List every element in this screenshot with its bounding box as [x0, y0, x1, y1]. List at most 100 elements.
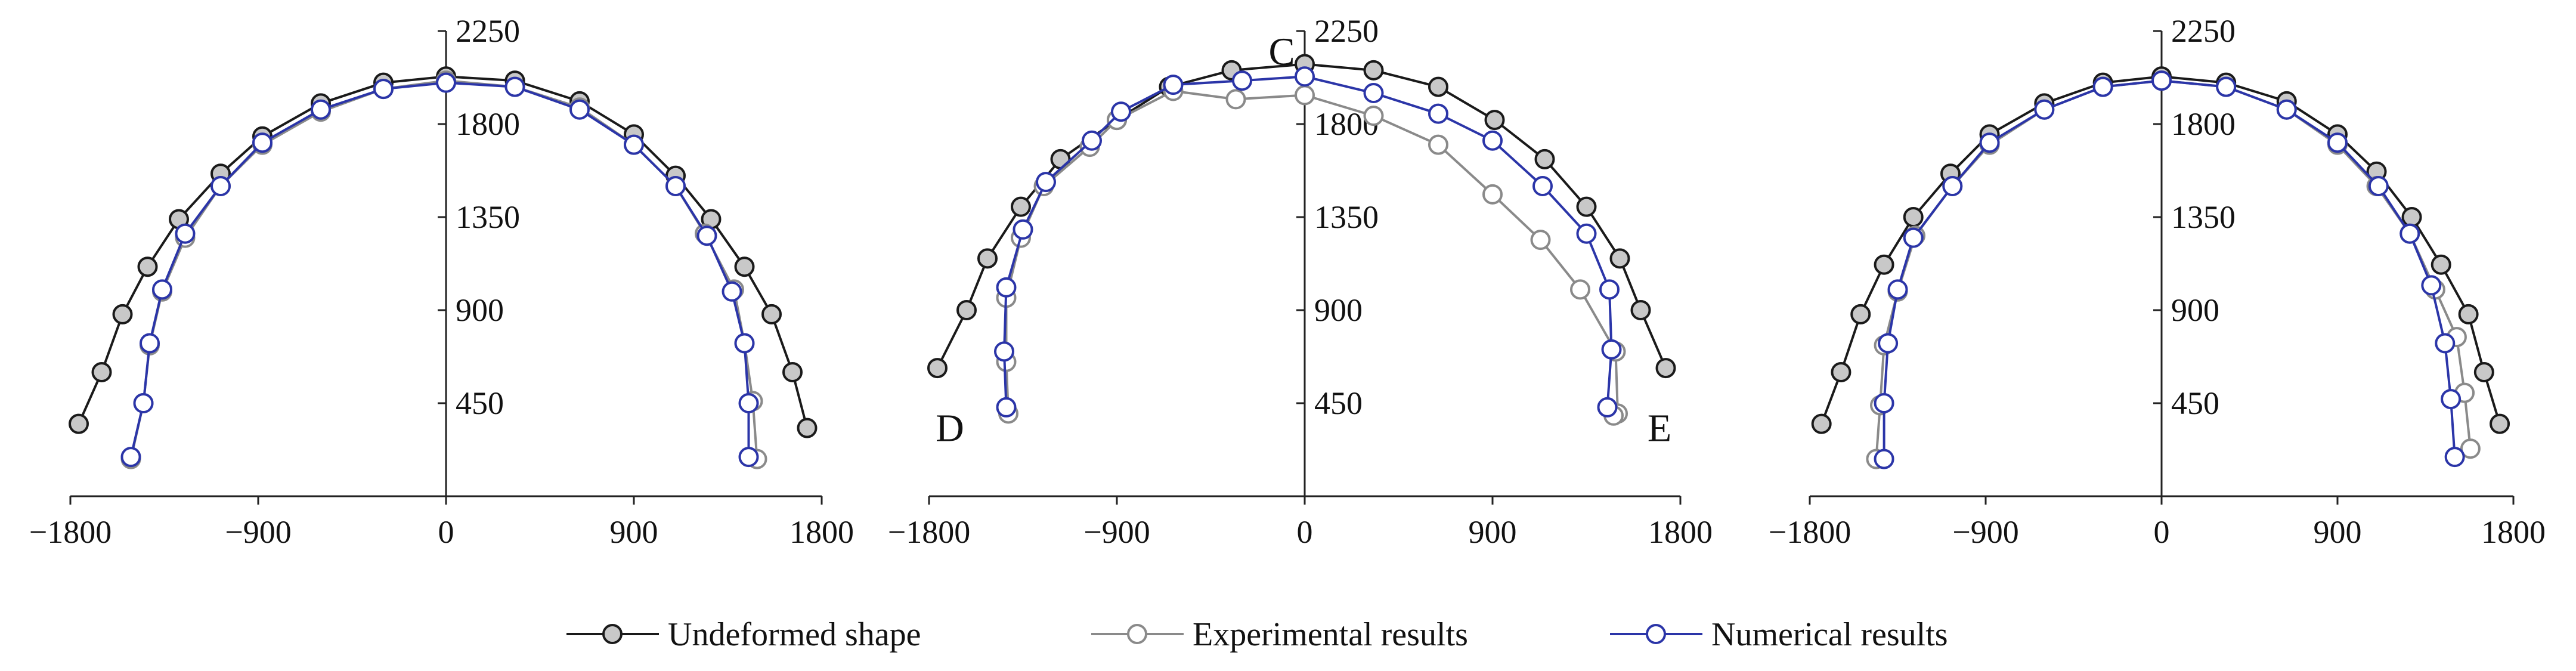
- data-point-numerical-results: [133, 393, 154, 413]
- data-point-undeformed-shape: [927, 358, 948, 379]
- x-tick-label: −900: [1083, 514, 1150, 550]
- data-point-numerical-results: [1979, 132, 2000, 153]
- chart-panel-1: −1800 −900 0 900 1800 450 900 1350 1800 2250: [29, 13, 854, 550]
- data-point-undeformed-shape: [2401, 207, 2422, 227]
- series-numerical-results: [1874, 70, 2465, 469]
- x-tick-label: 0: [2154, 514, 2170, 550]
- data-point-numerical-results: [120, 447, 141, 468]
- data-point-numerical-results: [696, 225, 717, 246]
- data-point-undeformed-shape: [69, 413, 89, 434]
- y-tick-label: 1800: [456, 106, 520, 142]
- data-point-numerical-results: [2034, 99, 2055, 120]
- data-point-numerical-results: [1887, 279, 1908, 300]
- data-point-experimental-results: [1295, 85, 1315, 106]
- data-point-experimental-results: [1570, 279, 1590, 300]
- data-point-undeformed-shape: [2473, 362, 2494, 382]
- data-point-undeformed-shape: [1874, 254, 1894, 275]
- series-line-numerical-results: [1003, 75, 1613, 408]
- x-tick-label: −1800: [888, 514, 970, 550]
- data-point-numerical-results: [996, 277, 1017, 298]
- data-point-undeformed-shape: [1655, 358, 1676, 379]
- x-tick-label: −900: [225, 514, 291, 550]
- chart-panels: −1800 −900 0 900 1800 450 900 1350 1800 2250 −1800…: [29, 13, 2546, 550]
- series-undeformed-shape: [69, 66, 818, 438]
- y-tick-label: 900: [456, 292, 504, 328]
- series-numerical-results: [994, 66, 1622, 418]
- legend: Undeformed shape Experimental results Nu…: [566, 616, 1948, 653]
- data-point-undeformed-shape: [761, 304, 782, 324]
- data-point-numerical-results: [1111, 101, 1131, 122]
- y-tick-label: 450: [2171, 385, 2219, 421]
- x-tick-label: 1800: [789, 514, 854, 550]
- data-point-numerical-results: [1532, 176, 1553, 196]
- y-tick-label: 900: [1314, 292, 1363, 328]
- data-point-numerical-results: [1601, 339, 1622, 360]
- legend-swatch-undeformed-marker: [602, 624, 623, 644]
- data-point-numerical-results: [2327, 132, 2348, 153]
- data-point-numerical-results: [1428, 103, 1448, 124]
- data-point-numerical-results: [2216, 76, 2237, 97]
- data-point-numerical-results: [1363, 83, 1384, 103]
- data-point-experimental-results: [2460, 438, 2481, 459]
- series-numerical-results: [120, 72, 759, 468]
- y-tick-label: 1350: [2171, 199, 2236, 235]
- y-tick-label: 450: [1314, 385, 1363, 421]
- data-point-numerical-results: [738, 447, 759, 468]
- data-point-undeformed-shape: [977, 248, 998, 269]
- point-label-d: D: [936, 407, 964, 450]
- data-point-numerical-results: [2441, 389, 2462, 410]
- series-line-undeformed-shape: [78, 75, 809, 429]
- data-point-numerical-results: [1874, 393, 1894, 413]
- data-point-undeformed-shape: [1811, 413, 1832, 434]
- data-point-undeformed-shape: [956, 300, 977, 320]
- data-point-undeformed-shape: [2431, 254, 2451, 275]
- y-tick-label: 2250: [456, 13, 520, 49]
- x-tick-label: −900: [1952, 514, 2018, 550]
- chart-panel-3: −1800 −900 0 900 1800 450 900 1350 1800 2250: [1769, 13, 2546, 550]
- data-point-numerical-results: [140, 333, 160, 354]
- data-point-numerical-results: [996, 397, 1017, 418]
- data-point-undeformed-shape: [137, 256, 158, 277]
- series-line-undeformed-shape: [1820, 75, 2501, 425]
- data-point-experimental-results: [1428, 134, 1448, 155]
- data-point-numerical-results: [569, 99, 590, 120]
- data-point-numerical-results: [1599, 279, 1620, 300]
- data-point-numerical-results: [311, 99, 331, 120]
- x-tick-label: −1800: [29, 514, 112, 550]
- data-point-numerical-results: [2444, 447, 2465, 468]
- data-point-numerical-results: [210, 176, 231, 196]
- legend-entry-experimental: Experimental results: [1091, 616, 1468, 653]
- data-point-numerical-results: [1482, 130, 1503, 151]
- data-point-undeformed-shape: [1903, 207, 1924, 227]
- data-point-numerical-results: [1232, 70, 1252, 91]
- data-point-numerical-results: [504, 76, 525, 97]
- data-point-numerical-results: [2421, 275, 2442, 296]
- legend-entry-undeformed: Undeformed shape: [566, 616, 921, 653]
- data-point-numerical-results: [2276, 99, 2297, 120]
- data-point-undeformed-shape: [2458, 304, 2479, 324]
- x-tick-label: 1800: [1648, 514, 1713, 550]
- data-point-experimental-results: [1363, 106, 1384, 126]
- data-point-undeformed-shape: [1576, 196, 1597, 217]
- series-line-undeformed-shape: [936, 63, 1667, 369]
- data-point-undeformed-shape: [1850, 304, 1871, 324]
- data-point-undeformed-shape: [1609, 248, 1630, 269]
- point-label-e: E: [1648, 407, 1671, 450]
- legend-label-experimental: Experimental results: [1193, 616, 1468, 653]
- data-point-numerical-results: [738, 393, 759, 413]
- data-point-numerical-results: [1163, 75, 1184, 95]
- x-tick-label: 900: [2314, 514, 2362, 550]
- data-point-numerical-results: [2151, 70, 2172, 91]
- data-point-numerical-results: [152, 279, 172, 300]
- data-point-numerical-results: [1082, 130, 1102, 151]
- data-point-numerical-results: [1036, 172, 1056, 193]
- data-point-numerical-results: [1874, 449, 1894, 469]
- legend-swatch-numerical-marker: [1646, 624, 1666, 644]
- x-tick-label: 900: [1469, 514, 1517, 550]
- y-tick-label: 1350: [1314, 199, 1379, 235]
- legend-label-undeformed: Undeformed shape: [668, 616, 921, 653]
- series-line-experimental-results: [129, 79, 758, 460]
- x-tick-label: 0: [438, 514, 454, 550]
- data-point-experimental-results: [1530, 230, 1551, 251]
